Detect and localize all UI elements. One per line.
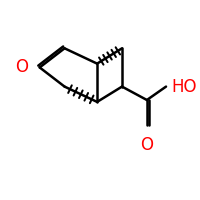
Text: O: O bbox=[15, 58, 28, 76]
Text: HO: HO bbox=[171, 78, 197, 96]
Text: O: O bbox=[140, 136, 153, 154]
